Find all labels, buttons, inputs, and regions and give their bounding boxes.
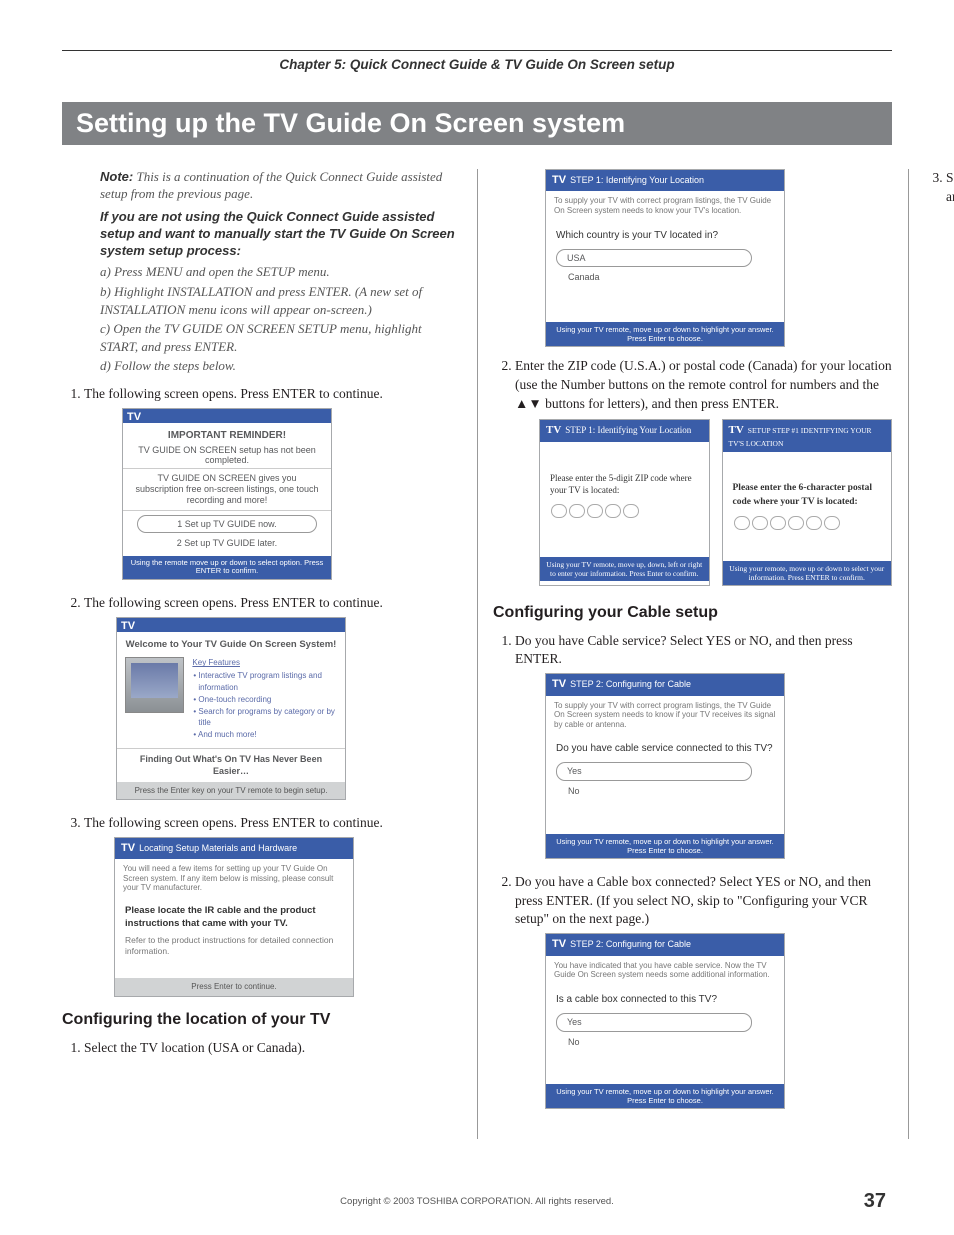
- step-b: b) Highlight INSTALLATION and press ENTE…: [100, 283, 461, 318]
- loc-step-1-text: Select the TV location (USA or Canada).: [84, 1040, 305, 1055]
- panel-loc-q: Which country is your TV located in?: [556, 229, 774, 243]
- welcome-under: Finding Out What's On TV Has Never Been …: [117, 748, 345, 782]
- opt-setup-now: 1 Set up TV GUIDE now.: [137, 515, 317, 534]
- step-a: a) Press MENU and open the SETUP menu.: [100, 263, 461, 281]
- step-c: c) Open the TV GUIDE ON SCREEN SETUP men…: [100, 320, 461, 355]
- left-step-3: The following screen opens. Press ENTER …: [84, 814, 461, 997]
- panel-postal: TVSETUP STEP #1 IDENTIFYING YOUR TV'S LO…: [722, 419, 893, 585]
- opt-no: No: [556, 783, 774, 800]
- panel-postal-foot: Using your remote, move up or down to se…: [723, 561, 892, 585]
- tv-logo-icon: TV: [552, 678, 566, 690]
- reminder-l3: TV GUIDE ON SCREEN gives you subscriptio…: [123, 468, 331, 510]
- page-number: 37: [864, 1190, 886, 1213]
- kf-2: • One-touch recording: [198, 694, 337, 705]
- section-cable: Configuring your Cable setup: [493, 604, 892, 622]
- kf-head: Key Features: [192, 657, 337, 668]
- opt-yes: Yes: [556, 762, 752, 781]
- tv-image-icon: [125, 657, 184, 713]
- chapter-heading: Chapter 5: Quick Connect Guide & TV Guid…: [62, 57, 892, 72]
- panel3-intro: You will need a few items for setting up…: [115, 859, 353, 898]
- right-steps-a: Enter the ZIP code (U.S.A.) or postal co…: [493, 357, 892, 586]
- page-title: Setting up the TV Guide On Screen system: [62, 102, 892, 145]
- panel-location: TV STEP 1: Identifying Your Location To s…: [545, 169, 785, 347]
- left-step-1-text: The following screen opens. Press ENTER …: [84, 386, 383, 401]
- left-step-3-text: The following screen opens. Press ENTER …: [84, 815, 383, 830]
- panel3-title: Locating Setup Materials and Hardware: [139, 843, 297, 853]
- tv-logo-icon: TV: [121, 842, 135, 854]
- tv-logo-icon: TV: [552, 174, 566, 186]
- panel-zip-q: Please enter the 5-digit ZIP code where …: [550, 472, 699, 497]
- left-steps: The following screen opens. Press ENTER …: [62, 385, 461, 997]
- cable-step-1: Do you have Cable service? Select YES or…: [515, 632, 892, 859]
- opt-canada: Canada: [556, 269, 774, 286]
- opt-yes: Yes: [556, 1013, 752, 1032]
- reminder-l2: TV GUIDE ON SCREEN setup has not been co…: [123, 443, 331, 469]
- cable-step-2: Do you have a Cable box connected? Selec…: [515, 873, 892, 1109]
- panel-zip-title: STEP 1: Identifying Your Location: [565, 425, 691, 435]
- panel2-foot: Press the Enter key on your TV remote to…: [117, 782, 345, 799]
- panel-zip: TV STEP 1: Identifying Your Location Plea…: [539, 419, 710, 585]
- panel-loc-intro: To supply your TV with correct program l…: [546, 191, 784, 220]
- left-step-2: The following screen opens. Press ENTER …: [84, 594, 461, 800]
- right-step-2-text: Enter the ZIP code (U.S.A.) or postal co…: [515, 358, 892, 411]
- opt-no: No: [556, 1034, 774, 1051]
- cable-step-3: Select the channel your TV is tuned to w…: [946, 169, 954, 433]
- left-step-2-text: The following screen opens. Press ENTER …: [84, 595, 383, 610]
- panel-loc-title: STEP 1: Identifying Your Location: [570, 175, 704, 185]
- panel-locate: TVLocating Setup Materials and Hardware …: [114, 837, 354, 997]
- panel1-footer: Using the remote move up or down to sele…: [123, 556, 331, 579]
- panel-c1-title: STEP 2: Configuring for Cable: [570, 679, 691, 689]
- cable-step-3-text: Select the channel your TV is tuned to w…: [946, 170, 954, 204]
- panel-loc-foot: Using your TV remote, move up or down to…: [546, 322, 784, 346]
- kf-1: • Interactive TV program listings and in…: [198, 670, 337, 692]
- note-text: This is a continuation of the Quick Conn…: [100, 169, 442, 201]
- tv-logo-icon: TV: [546, 424, 561, 436]
- panel-c2-foot: Using your TV remote, move up or down to…: [546, 1084, 784, 1108]
- panel-cable-2: TV STEP 2: Configuring for Cable You have…: [545, 933, 785, 1109]
- note-block: Note: This is a continuation of the Quic…: [100, 169, 461, 203]
- panel3-q: Please locate the IR cable and the produ…: [115, 898, 353, 933]
- panel3-foot: Press Enter to continue.: [115, 978, 353, 995]
- panel-cable-1: TV STEP 2: Configuring for Cable To suppl…: [545, 673, 785, 858]
- top-rule: [62, 50, 892, 51]
- panel-postal-title: SETUP STEP #1 IDENTIFYING YOUR TV'S LOCA…: [729, 426, 872, 447]
- key-features: Key Features • Interactive TV program li…: [192, 657, 337, 741]
- tv-logo-icon: TV: [552, 938, 566, 950]
- right-step-2: Enter the ZIP code (U.S.A.) or postal co…: [515, 357, 892, 586]
- panel-welcome: TV Welcome to Your TV Guide On Screen Sy…: [116, 617, 346, 800]
- opt-setup-later: 2 Set up TV GUIDE later.: [137, 537, 317, 550]
- kf-3: • Search for programs by category or by …: [198, 706, 337, 728]
- panel-c1-intro: To supply your TV with correct program l…: [546, 696, 784, 735]
- panel-c1-q: Do you have cable service connected to t…: [556, 742, 774, 756]
- content-columns: Note: This is a continuation of the Quic…: [62, 169, 892, 1139]
- manual-intro: If you are not using the Quick Connect G…: [100, 209, 461, 260]
- tv-logo-icon: TV: [729, 424, 744, 436]
- reminder-head: IMPORTANT REMINDER!: [123, 429, 331, 443]
- opt-usa: USA: [556, 249, 752, 268]
- panel-zip-foot: Using your TV remote, move up, down, lef…: [540, 557, 709, 581]
- tv-logo-icon: TV: [127, 410, 141, 425]
- panel-reminder: TV IMPORTANT REMINDER! TV GUIDE ON SCREE…: [122, 408, 332, 580]
- note-lead: Note:: [100, 169, 133, 184]
- panel-c2-title: STEP 2: Configuring for Cable: [570, 939, 691, 949]
- zip-postal-row: TV STEP 1: Identifying Your Location Plea…: [539, 419, 892, 585]
- step-d: d) Follow the steps below.: [100, 357, 461, 375]
- panel-postal-q: Please enter the 6-character postal code…: [733, 482, 882, 509]
- section-location: Configuring the location of your TV: [62, 1011, 461, 1029]
- welcome-title: Welcome to Your TV Guide On Screen Syste…: [117, 632, 345, 655]
- zip-cells: [550, 503, 699, 523]
- panel-c1-foot: Using your TV remote, move up or down to…: [546, 834, 784, 858]
- panel-c2-q: Is a cable box connected to this TV?: [556, 993, 774, 1007]
- panel-c2-intro: You have indicated that you have cable s…: [546, 956, 784, 985]
- panel3-info: Refer to the product instructions for de…: [115, 933, 353, 979]
- copyright: Copyright © 2003 TOSHIBA CORPORATION. Al…: [0, 1196, 954, 1207]
- tv-logo-icon: TV: [121, 619, 135, 634]
- cable-step-2-text: Do you have a Cable box connected? Selec…: [515, 874, 871, 927]
- postal-cells: [733, 515, 882, 535]
- cable-step-1-text: Do you have Cable service? Select YES or…: [515, 633, 853, 667]
- kf-4: • And much more!: [198, 729, 337, 740]
- left-step-1: The following screen opens. Press ENTER …: [84, 385, 461, 580]
